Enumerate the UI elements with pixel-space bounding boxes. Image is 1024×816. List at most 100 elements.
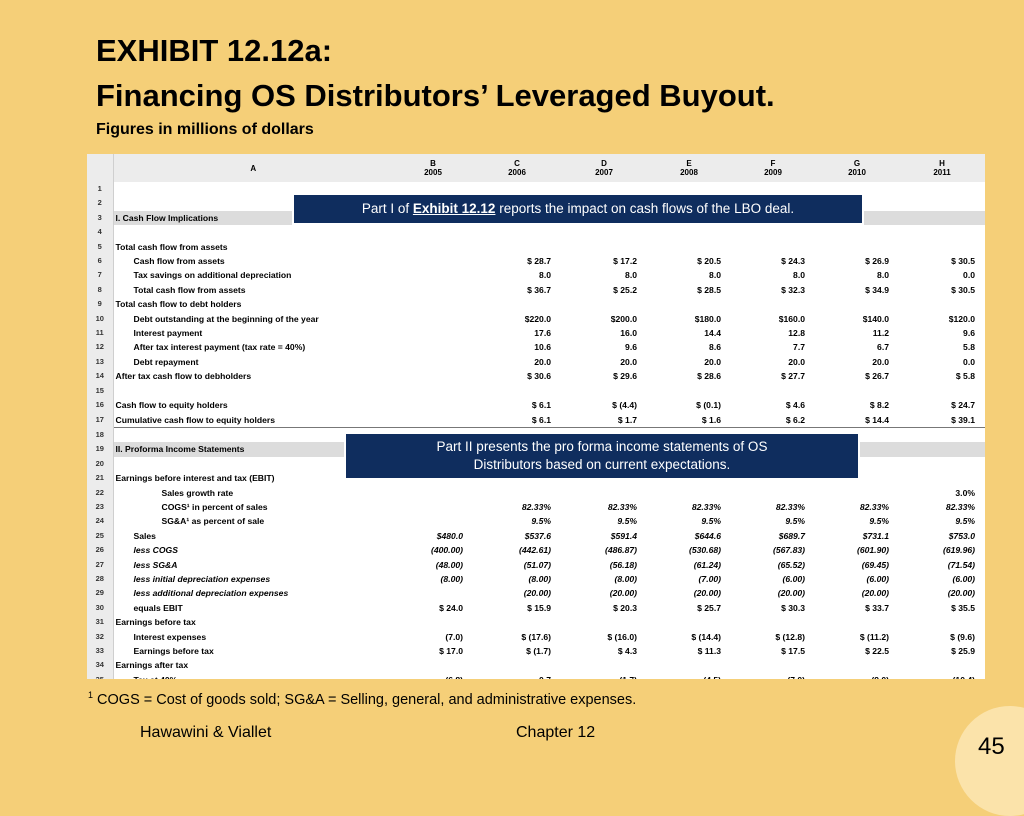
table-cell: 82.33% bbox=[775, 501, 805, 512]
table-cell: $ 30.5 bbox=[951, 256, 975, 267]
row-label: Sales bbox=[133, 530, 156, 541]
table-cell: $537.6 bbox=[524, 530, 551, 541]
table-cell: (56.18) bbox=[609, 559, 637, 570]
table-cell bbox=[561, 384, 647, 398]
table-cell: 0.0 bbox=[963, 270, 975, 281]
row-label: Interest payment bbox=[133, 328, 203, 339]
row-label: After tax interest payment (tax rate = 4… bbox=[133, 342, 306, 353]
table-row: 11 Interest payment 17.6 16.0 14.4 12.8 11.2 9.… bbox=[87, 326, 985, 341]
table-cell bbox=[899, 471, 985, 485]
table-row: 2 bbox=[87, 196, 985, 211]
row-label: II. Proforma Income Statements bbox=[113, 442, 393, 457]
column-header: G 2010 bbox=[815, 154, 899, 182]
row-number: 11 bbox=[87, 326, 114, 341]
table-cell: 82.33% bbox=[607, 501, 637, 512]
table-cell: $ (16.0) bbox=[607, 631, 637, 642]
table-cell: $ 22.5 bbox=[865, 645, 889, 656]
column-letter: E bbox=[686, 159, 692, 168]
table-cell bbox=[899, 384, 985, 398]
table-cell: $ 26.9 bbox=[865, 256, 889, 267]
table-cell bbox=[393, 312, 473, 326]
row-label: After tax cash flow to debholders bbox=[115, 371, 252, 382]
row-number: 10 bbox=[87, 311, 114, 327]
table-cell: $ 6.1 bbox=[531, 414, 551, 425]
table-row: 17 Cumulative cash flow to equity holders… bbox=[87, 412, 985, 428]
table-cell: (7.0) bbox=[445, 631, 463, 642]
table-cell: $ 28.7 bbox=[527, 256, 551, 267]
table-cell: (400.00) bbox=[430, 545, 463, 556]
table-cell bbox=[731, 225, 815, 239]
row-number: 1 bbox=[87, 182, 114, 197]
exhibit-link[interactable]: Exhibit 12.12 bbox=[412, 201, 496, 216]
row-number: 9 bbox=[87, 297, 114, 312]
table-cell: 9.5% bbox=[617, 516, 637, 527]
row-label: less initial depreciation expenses bbox=[133, 573, 271, 584]
table-cell bbox=[473, 615, 561, 629]
table-cell bbox=[815, 615, 899, 629]
footer-authors: Hawawini & Viallet bbox=[140, 724, 272, 741]
row-number: 21 bbox=[87, 471, 114, 486]
table-cell bbox=[647, 486, 731, 500]
row-label: Debt repayment bbox=[133, 356, 199, 367]
row-number: 16 bbox=[87, 398, 114, 413]
row-number: 33 bbox=[87, 643, 114, 659]
table-cell: $ 1.7 bbox=[617, 414, 637, 425]
table-cell: $ 4.6 bbox=[785, 400, 805, 411]
table-cell: $ 17.5 bbox=[781, 645, 805, 656]
callout-part-two-line1: Part II presents the pro forma income st… bbox=[436, 439, 768, 454]
column-year: 2008 bbox=[680, 168, 698, 177]
table-cell: (486.87) bbox=[604, 545, 637, 556]
row-number: 3 bbox=[87, 210, 114, 226]
column-letter: H bbox=[939, 159, 945, 168]
table-cell bbox=[647, 615, 731, 629]
table-cell: $ 24.0 bbox=[439, 602, 463, 613]
table-cell: 9.5% bbox=[785, 516, 805, 527]
slide-title-line1: EXHIBIT 12.12a: bbox=[96, 33, 333, 68]
table-cell: (71.54) bbox=[947, 559, 975, 570]
table-cell: (8.00) bbox=[440, 573, 463, 584]
row-label: SG&A¹ as percent of sale bbox=[161, 516, 265, 527]
table-cell bbox=[815, 486, 899, 500]
column-letter: G bbox=[853, 159, 861, 168]
table-cell: $ 17.0 bbox=[439, 645, 463, 656]
row-label bbox=[113, 384, 393, 398]
row-number: 23 bbox=[87, 499, 114, 515]
table-row: 21 Earnings before interest and tax (EBIT… bbox=[87, 471, 985, 486]
slide-title-line2: Financing OS Distributors’ Leveraged Buy… bbox=[96, 78, 775, 113]
table-cell bbox=[899, 210, 985, 226]
table-cell: $ 6.2 bbox=[785, 414, 805, 425]
table-cell: 0.0 bbox=[963, 356, 975, 367]
column-header: D 2007 bbox=[561, 154, 647, 182]
table-cell bbox=[393, 586, 473, 600]
table-row: 32 Interest expenses (7.0) $ (17.6) $ (16.0)… bbox=[87, 629, 985, 644]
table-cell: 8.6 bbox=[709, 342, 721, 353]
column-year: 2006 bbox=[508, 168, 526, 177]
table-row: 10 Debt outstanding at the beginning of t… bbox=[87, 311, 985, 327]
table-cell: $ 28.6 bbox=[697, 371, 721, 382]
row-number: 5 bbox=[87, 239, 114, 255]
table-cell: $ 30.3 bbox=[781, 602, 805, 613]
table-cell: $ 24.7 bbox=[951, 400, 975, 411]
table-cell bbox=[899, 240, 985, 254]
table-cell: (69.45) bbox=[861, 559, 889, 570]
table-cell: (7.0) bbox=[731, 673, 815, 679]
row-label bbox=[113, 225, 393, 239]
callout-part-one-prefix: Part I of bbox=[361, 201, 413, 216]
table-cell bbox=[393, 268, 473, 282]
row-number: 8 bbox=[87, 282, 114, 298]
table-cell: $ 25.2 bbox=[613, 284, 637, 295]
table-cell: 82.33% bbox=[521, 501, 551, 512]
table-cell: 0.7 bbox=[473, 673, 561, 679]
table-cell bbox=[899, 457, 985, 471]
table-cell: $ 28.5 bbox=[697, 284, 721, 295]
table-cell: 82.33% bbox=[945, 501, 975, 512]
table-cell bbox=[561, 240, 647, 254]
table-cell: (7.00) bbox=[698, 573, 721, 584]
table-cell: $ (12.8) bbox=[775, 631, 805, 642]
table-cell: (601.90) bbox=[856, 545, 889, 556]
table-cell bbox=[815, 240, 899, 254]
spreadsheet-exhibit: A B 2005 C 2006 D 2007 E 2008 F 2009 G 2010 H 2011 1 2 3 I… bbox=[87, 154, 985, 679]
table-cell bbox=[899, 297, 985, 311]
table-cell: $ 4.3 bbox=[617, 645, 637, 656]
table-cell bbox=[561, 297, 647, 311]
